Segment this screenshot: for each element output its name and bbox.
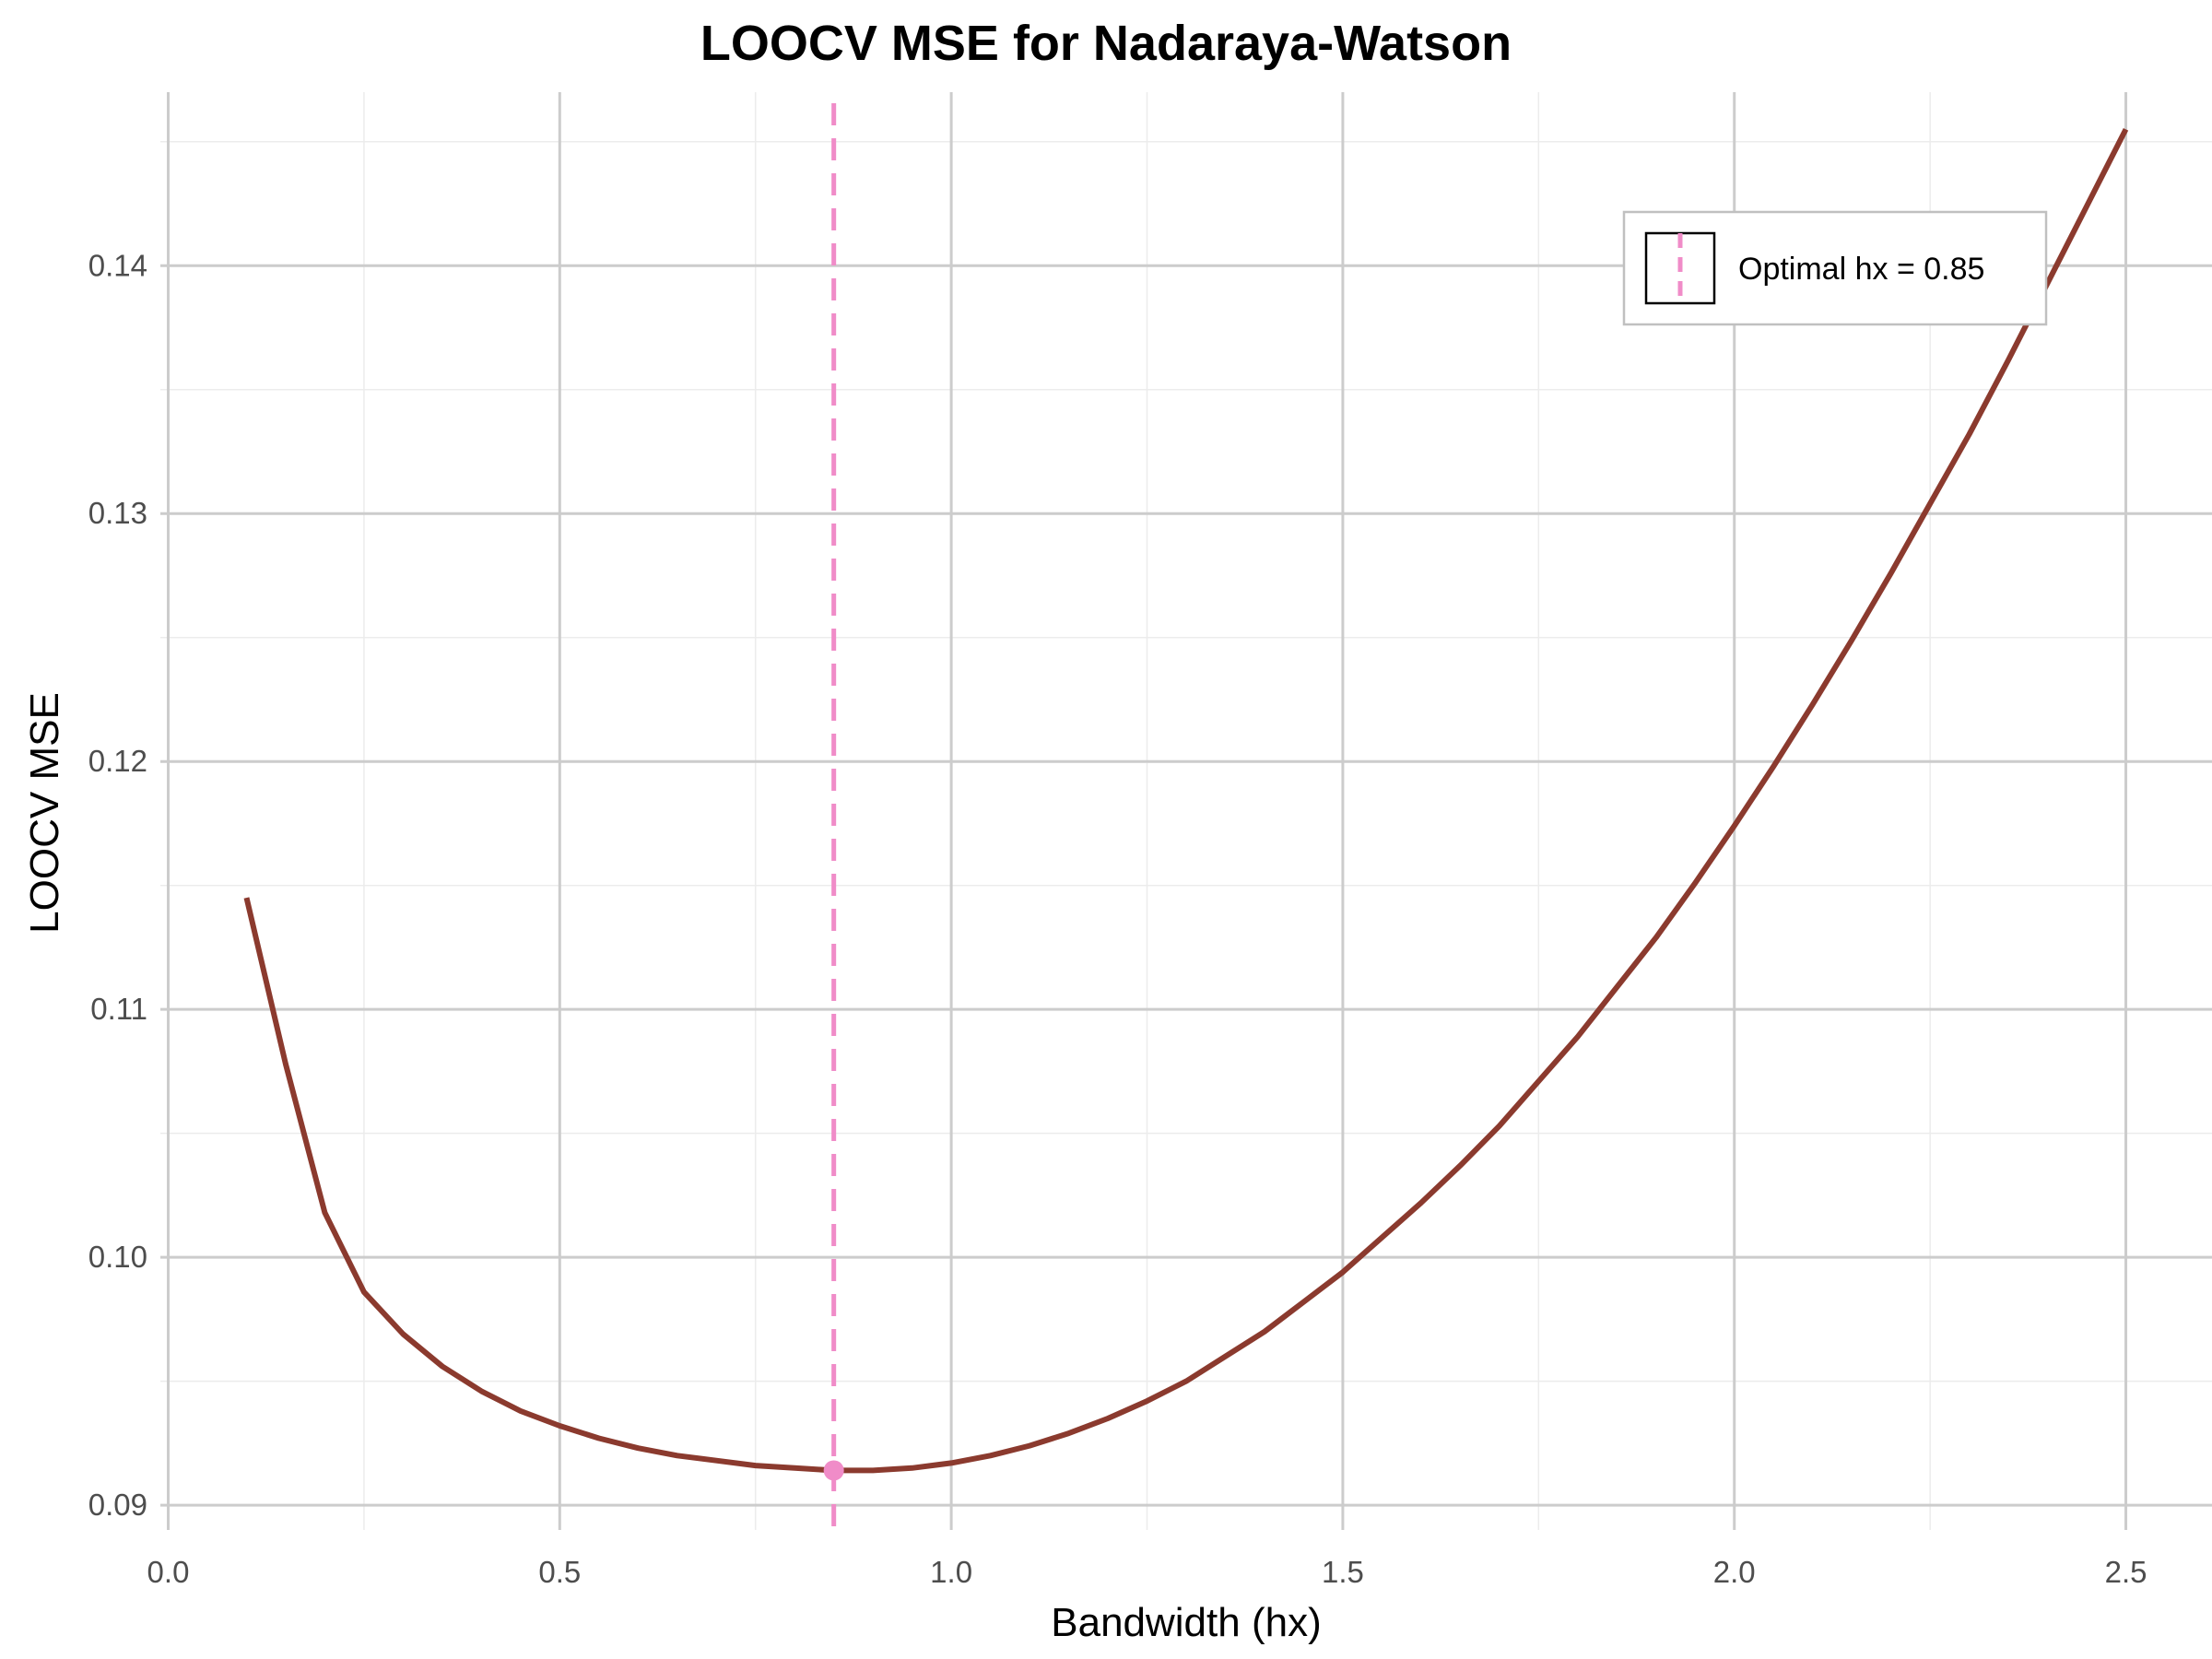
- mse-curve-line: [243, 127, 2129, 1474]
- x-tick-label: 1.0: [930, 1555, 972, 1589]
- x-tick-label: 2.0: [1713, 1555, 1756, 1589]
- y-tick-label: 0.14: [88, 248, 147, 282]
- legend: Optimal hx = 0.85: [1622, 210, 2048, 326]
- y-tick-label: 0.09: [88, 1488, 147, 1522]
- x-axis-title: Bandwidth (hx): [1051, 1600, 1321, 1645]
- tick-labels: 0.0 0.5 1.0 1.5 2.0 2.5 0.09 0.10 0.11 0.12 0.13 0.…: [88, 248, 2147, 1589]
- y-tick-label: 0.12: [88, 744, 147, 778]
- legend-label: Optimal hx = 0.85: [1738, 252, 1984, 287]
- optimal-point: [823, 1460, 844, 1481]
- y-tick-label: 0.10: [88, 1240, 147, 1274]
- y-tick-label: 0.13: [88, 496, 147, 530]
- x-tick-label: 1.5: [1322, 1555, 1364, 1589]
- x-tick-label: 0.5: [538, 1555, 581, 1589]
- y-axis-title: LOOCV MSE: [22, 692, 67, 934]
- y-tick-label: 0.11: [90, 992, 147, 1026]
- chart-title: LOOCV MSE for Nadaraya-Watson: [700, 16, 1512, 71]
- x-tick-label: 2.5: [2105, 1555, 2147, 1589]
- plot-marks: [243, 103, 2129, 1530]
- legend-box: [1622, 210, 2048, 326]
- x-tick-label: 0.0: [147, 1555, 190, 1589]
